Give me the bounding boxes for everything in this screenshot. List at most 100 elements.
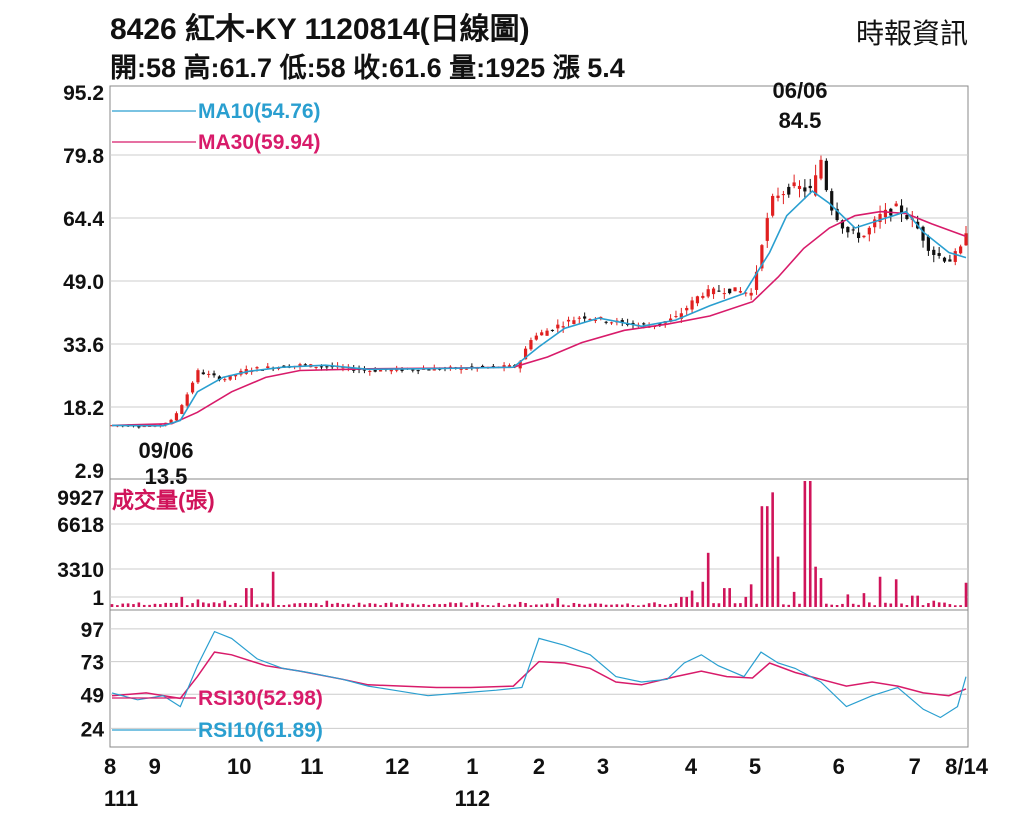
volume-bar (486, 605, 490, 607)
candle-body (846, 226, 850, 233)
candle-body (201, 372, 205, 375)
candle-body (824, 160, 828, 191)
candle-body (523, 348, 528, 360)
candle-body (819, 159, 823, 179)
x-month-label: 10 (227, 754, 251, 779)
legend-ma30: MA30(59.94) (198, 131, 321, 154)
candle-body (314, 366, 318, 368)
volume-bar (884, 602, 887, 607)
rsi30-line (111, 651, 967, 700)
candle-body (566, 319, 571, 322)
volume-bar (921, 605, 925, 607)
volume-bar (905, 605, 909, 607)
volume-bar (309, 603, 313, 607)
volume-bar (776, 556, 780, 607)
candle-body (196, 370, 200, 383)
volume-bar (588, 603, 592, 607)
volume-bar (551, 603, 554, 607)
candle-body (814, 175, 818, 196)
candle-body (609, 322, 614, 324)
candle-body (905, 214, 909, 220)
volume-bar (712, 603, 715, 607)
volume-bar (567, 605, 570, 607)
candle-body (695, 296, 700, 304)
volume-bar (164, 602, 168, 607)
volume-bar (873, 605, 876, 607)
volume-bar (894, 579, 898, 607)
candle-body (373, 369, 377, 372)
volume-bar (535, 604, 538, 607)
candle-body (142, 426, 146, 428)
x-month-label: 5 (749, 754, 761, 779)
x-month-label: 12 (385, 754, 409, 779)
volume-bar (341, 604, 345, 607)
volume-bar (266, 603, 270, 607)
candle-body (577, 317, 581, 319)
candle-body (738, 291, 743, 293)
candle-body (502, 365, 506, 368)
candle-body (851, 229, 855, 231)
volume-bar (830, 604, 834, 607)
volume-bar (218, 603, 221, 607)
candle-body (873, 219, 877, 228)
volume-bar (948, 604, 952, 607)
candle-body (787, 186, 791, 195)
candle-body (776, 195, 780, 198)
volume-bar (465, 605, 468, 607)
volume-bar (153, 603, 157, 607)
volume-bar (765, 506, 769, 607)
candle-body (830, 191, 834, 211)
volume-bar (851, 603, 855, 607)
volume-bar (771, 492, 774, 607)
volume-bar (368, 603, 372, 607)
candle-body (878, 213, 882, 223)
x-month-label: 7 (909, 754, 921, 779)
legend-rsi10: RSI10(61.89) (198, 719, 323, 742)
candle-body (835, 208, 839, 221)
volume-bar (808, 481, 812, 607)
candle-body (899, 205, 904, 214)
volume-bar (572, 602, 576, 607)
x-month-label: 9 (149, 754, 161, 779)
candle-body (507, 365, 512, 368)
volume-bar (282, 605, 286, 607)
volume-bar (379, 605, 382, 607)
x-month-label: 8 (104, 754, 116, 779)
volume-bar (583, 604, 586, 607)
volume-bar (110, 604, 114, 607)
volume-bar (626, 603, 629, 607)
candle-body (932, 249, 936, 255)
volume-bar (663, 604, 667, 607)
volume-bar (121, 603, 125, 607)
candle-body (706, 289, 710, 297)
candle-body (217, 376, 222, 381)
peak-date-label: 06/06 (772, 78, 827, 103)
volume-bar (637, 605, 640, 607)
x-month-label: 4 (685, 754, 698, 779)
y-tick-labels: 95.2 79.8 64.4 49.0 33.6 18.2 2.9 9927 6618 3310 1… (57, 82, 104, 741)
candle-body (411, 369, 415, 371)
volume-bar (841, 603, 844, 607)
price-tick-label: 64.4 (63, 208, 104, 231)
volume-bar (352, 604, 355, 607)
candle-body (325, 366, 329, 368)
grid-lines (110, 154, 968, 729)
candle-body (529, 340, 533, 350)
candle-body (883, 209, 888, 218)
volume-bar (798, 603, 801, 607)
candle-body (588, 318, 592, 320)
volume-bar (314, 603, 318, 607)
volume-bar (658, 604, 662, 607)
volume-bar (631, 605, 635, 607)
volume-bar (207, 603, 210, 607)
volume-bar (287, 604, 291, 607)
volume-bar (964, 582, 968, 607)
volume-bar (330, 603, 334, 607)
candle-body (728, 288, 732, 294)
candle-body (378, 370, 383, 372)
panel-frames (109, 85, 969, 748)
volume-bar (723, 588, 726, 607)
candle-body (803, 187, 807, 192)
volume-bar (900, 603, 903, 607)
